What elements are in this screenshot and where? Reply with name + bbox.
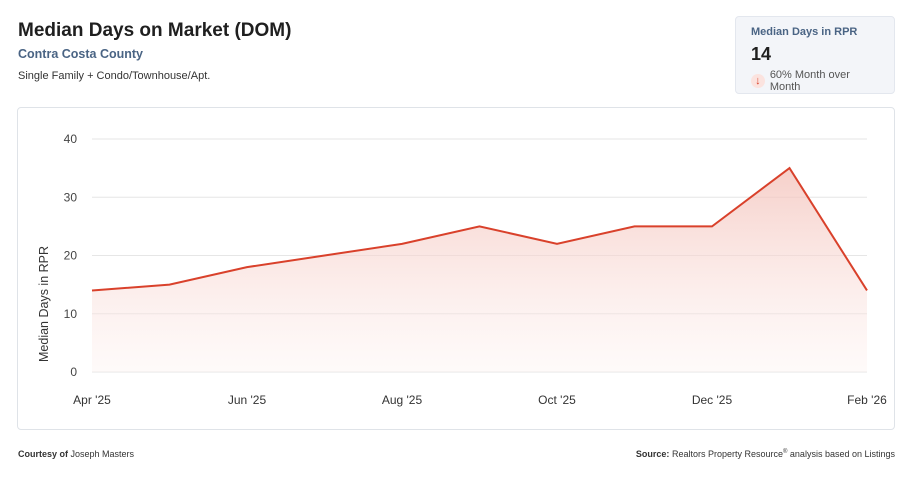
dom-area-chart: 0 10 20 30 40 Apr '25 Jun '25 Aug '25 Oct '25 De… [37,132,887,407]
kpi-card: Median Days in RPR 14 ↓ 60% Month over M… [735,16,895,94]
source-tail: analysis based on Listings [787,449,895,459]
source-text: Realtors Property Resource [671,449,783,459]
arrow-down-icon: ↓ [751,74,765,88]
x-tick-label: Aug '25 [382,393,423,407]
registered-mark: ® [783,449,788,455]
y-tick-label: 0 [70,365,77,379]
y-tick-label: 10 [64,307,78,321]
courtesy-footer: Courtesy of Joseph Masters [18,449,134,459]
chart-container: 0 10 20 30 40 Apr '25 Jun '25 Aug '25 Oct '25 De… [17,107,895,430]
kpi-change-text: 60% Month over Month [769,69,850,93]
property-type-description: Single Family + Condo/Townhouse/Apt. [18,70,211,82]
series-line-layer [91,166,868,292]
x-tick-labels: Apr '25 Jun '25 Aug '25 Oct '25 Dec '25 Feb '… [73,393,887,407]
y-tick-label: 20 [64,249,78,263]
kpi-label: Median Days in RPR [751,26,858,38]
region-subtitle: Contra Costa County [18,47,143,61]
courtesy-name: Joseph Masters [70,449,135,459]
area-fill-layer [92,168,867,372]
x-tick-label: Apr '25 [73,393,111,407]
y-tick-label: 30 [64,190,78,204]
page-title: Median Days on Market (DOM) [18,20,292,41]
area-fill [92,168,867,372]
x-tick-label: Oct '25 [538,393,576,407]
kpi-value: 14 [751,44,772,64]
y-tick-labels: 0 10 20 30 40 [64,132,78,379]
courtesy-label: Courtesy of [18,449,69,459]
x-tick-label: Dec '25 [692,393,733,407]
x-tick-label: Feb '26 [847,393,887,407]
y-tick-label: 40 [64,132,78,146]
x-tick-label: Jun '25 [228,393,267,407]
series-line [91,166,868,292]
y-axis-label: Median Days in RPR [37,246,51,362]
kpi-change-row: ↓ 60% Month over Month [751,69,882,93]
source-footer: Source: Realtors Property Resource® anal… [636,449,895,459]
source-label: Source: [635,449,670,459]
